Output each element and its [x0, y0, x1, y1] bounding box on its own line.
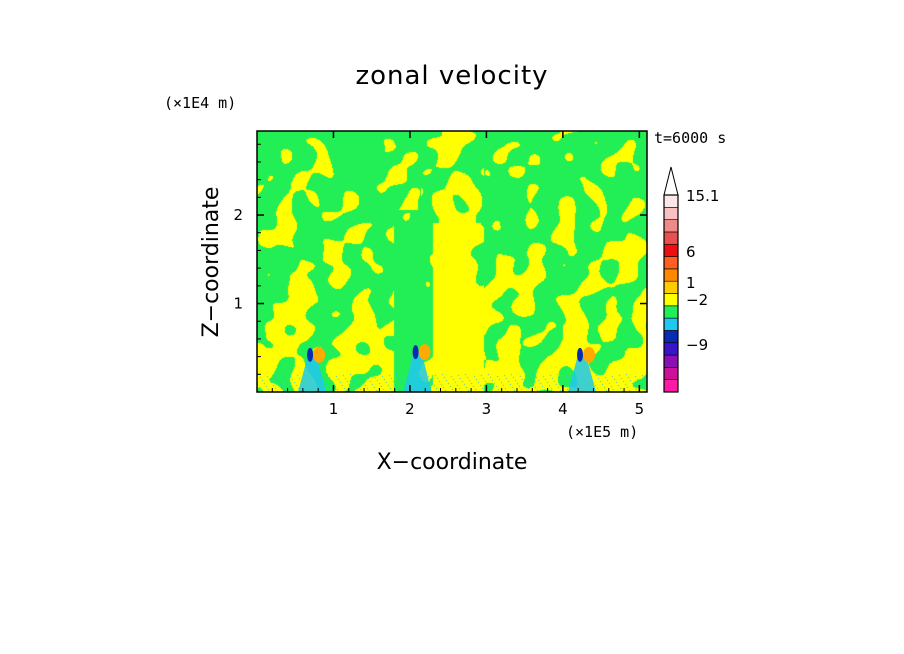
chart-title: zonal velocity: [355, 61, 548, 91]
x-tick-label: 1: [329, 400, 339, 418]
colorbar-segment: [663, 379, 679, 393]
time-label: t=6000 s: [654, 129, 726, 147]
x-axis-label: X−coordinate: [377, 450, 528, 475]
colorbar-segment: [663, 342, 679, 356]
colorbar-segment: [663, 268, 679, 282]
colorbar-label: −2: [686, 291, 708, 309]
feature-negative-lobe: [577, 347, 583, 362]
plot-frame: [256, 130, 648, 393]
plot-area: 1 2 3 4 5 1 2: [233, 130, 648, 418]
feature-negative-lobe: [412, 345, 419, 360]
y-unit-label: (×1E4 m): [164, 94, 236, 112]
y-axis-label: Z−coordinate: [199, 187, 224, 338]
colorbar-segment: [663, 293, 679, 307]
feature-positive-lobe: [418, 344, 431, 361]
colorbar-segment: [663, 243, 679, 257]
colorbar-frame: [663, 194, 679, 393]
colorbar-segment: [663, 330, 679, 344]
colorbar-segment: [663, 354, 679, 368]
colorbar-label: 15.1: [686, 187, 719, 205]
colorbar-segment: [663, 280, 679, 294]
colorbar-label: 6: [686, 243, 696, 261]
colorbar-segment: [663, 194, 679, 208]
colorbar-segment: [663, 231, 679, 245]
colorbar-segment: [663, 207, 679, 220]
y-tick-label: 1: [233, 295, 243, 313]
colorbar-segment: [663, 317, 679, 331]
x-tick-label: 3: [482, 400, 492, 418]
feature-positive-lobe: [313, 346, 326, 363]
feature-2: [403, 344, 432, 392]
feature-positive-lobe: [583, 346, 595, 363]
feature-plume: [403, 352, 432, 392]
colorbar-extend-arrow: [663, 166, 679, 196]
colorbar-segment: [663, 219, 679, 233]
feature-plume: [298, 354, 327, 392]
x-tick-label: 2: [405, 400, 415, 418]
feature-3: [568, 346, 596, 392]
x-tick-label: 5: [635, 400, 645, 418]
colorbar-segment: [663, 367, 679, 380]
feature-plume: [568, 354, 596, 392]
x-unit-label: (×1E5 m): [566, 423, 638, 441]
colorbar: 15.1 6 1−2 −9: [663, 166, 719, 393]
feature-negative-lobe: [307, 347, 314, 362]
colorbar-segment: [663, 305, 679, 319]
colorbar-segment: [663, 256, 679, 270]
colorbar-label: 1: [686, 274, 696, 292]
feature-1: [298, 346, 327, 392]
y-tick-label: 2: [233, 206, 243, 224]
colorbar-label: −9: [686, 336, 708, 354]
x-tick-label: 4: [558, 400, 568, 418]
